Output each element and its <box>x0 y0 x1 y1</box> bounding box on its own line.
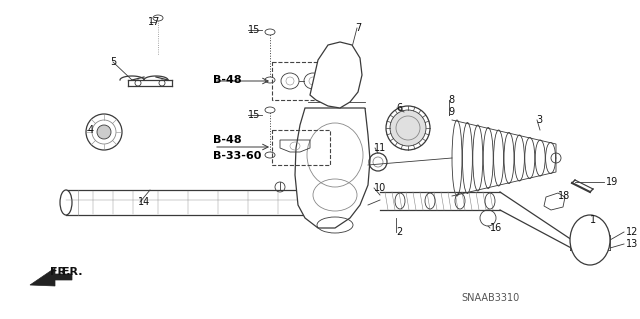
Text: 19: 19 <box>606 177 618 187</box>
Ellipse shape <box>286 77 294 85</box>
Polygon shape <box>295 108 370 228</box>
Text: 14: 14 <box>138 197 150 207</box>
Text: 12: 12 <box>626 227 638 237</box>
Polygon shape <box>310 42 362 108</box>
Ellipse shape <box>97 125 111 139</box>
Text: 13: 13 <box>626 239 638 249</box>
Text: 3: 3 <box>536 115 542 125</box>
Text: 9: 9 <box>448 107 454 117</box>
Text: 5: 5 <box>110 57 116 67</box>
Text: 4: 4 <box>88 125 94 135</box>
Text: FR.: FR. <box>50 267 70 277</box>
Text: B-33-60: B-33-60 <box>213 151 261 161</box>
Ellipse shape <box>386 106 430 150</box>
Bar <box>272 130 330 165</box>
Text: 18: 18 <box>558 191 570 201</box>
Ellipse shape <box>265 29 275 35</box>
Text: 11: 11 <box>374 143 387 153</box>
Ellipse shape <box>309 77 317 85</box>
Text: 15: 15 <box>248 110 260 120</box>
Ellipse shape <box>153 15 163 21</box>
Text: B-48: B-48 <box>213 75 242 85</box>
Ellipse shape <box>390 110 426 146</box>
Text: B-48: B-48 <box>213 135 242 145</box>
Ellipse shape <box>265 107 275 113</box>
Text: 8: 8 <box>448 95 454 105</box>
Text: 6: 6 <box>396 103 402 113</box>
Text: 16: 16 <box>490 223 502 233</box>
Text: 10: 10 <box>374 183 387 193</box>
Ellipse shape <box>265 152 275 158</box>
Text: 2: 2 <box>396 227 403 237</box>
Bar <box>272 62 330 100</box>
Ellipse shape <box>570 215 610 265</box>
Polygon shape <box>30 268 72 286</box>
Polygon shape <box>544 193 565 210</box>
Text: 1: 1 <box>590 215 596 225</box>
Text: SNAAB3310: SNAAB3310 <box>461 293 519 303</box>
Ellipse shape <box>265 77 275 83</box>
Text: 7: 7 <box>355 23 361 33</box>
Text: 17: 17 <box>148 17 161 27</box>
Text: FR.: FR. <box>62 267 83 277</box>
Text: 15: 15 <box>248 25 260 35</box>
Ellipse shape <box>60 190 72 215</box>
